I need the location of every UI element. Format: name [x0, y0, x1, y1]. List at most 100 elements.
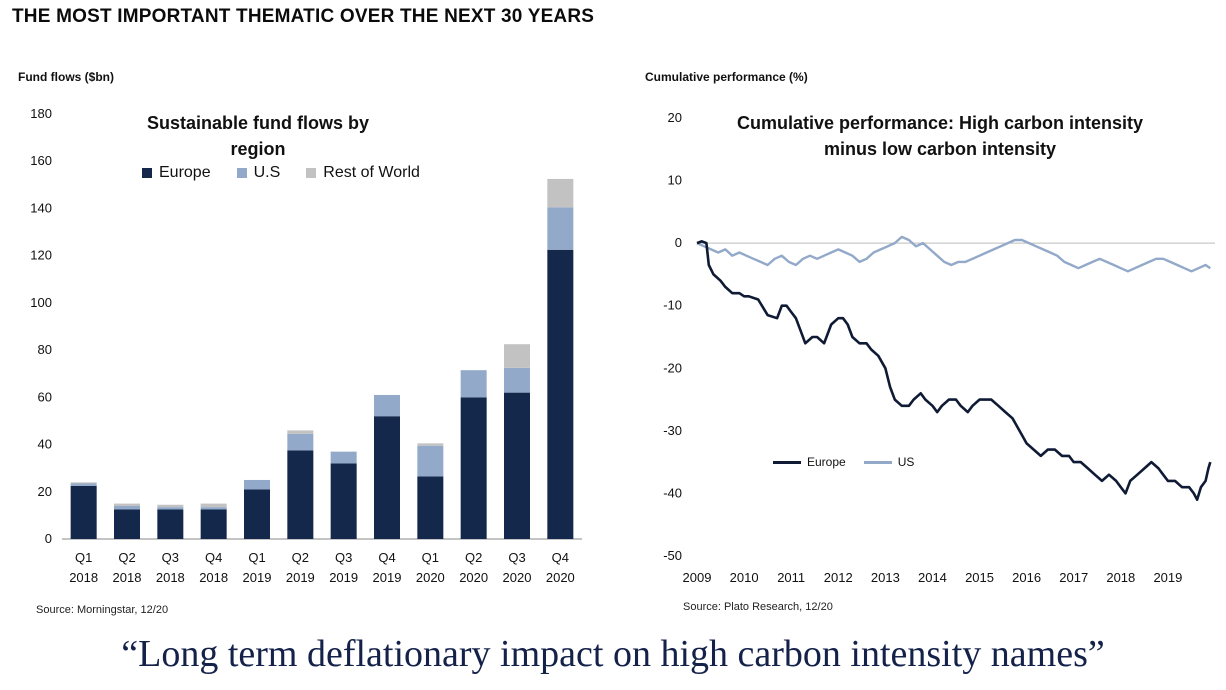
line-chart-legend: Europe US	[773, 455, 914, 469]
bar-xtick-year: 2018	[199, 570, 228, 585]
bar-ytick-label: 120	[30, 248, 52, 263]
line-xtick-label: 2017	[1059, 570, 1088, 585]
bar-xtick-quarter: Q1	[248, 550, 265, 565]
line-xtick-label: 2010	[730, 570, 759, 585]
line-xtick-label: 2013	[871, 570, 900, 585]
bar-ytick-label: 40	[38, 437, 52, 452]
line-ytick-label: -10	[663, 298, 682, 313]
bar-us-1	[114, 505, 140, 510]
legend-label-europe-line: Europe	[807, 455, 846, 469]
line-xtick-label: 2012	[824, 570, 853, 585]
left-axis-caption: Fund flows ($bn)	[18, 70, 114, 84]
bar-xtick-quarter: Q3	[162, 550, 179, 565]
legend-item-europe-line: Europe	[773, 455, 846, 469]
left-source: Source: Morningstar, 12/20	[36, 604, 169, 616]
line-xtick-label: 2011	[777, 570, 805, 585]
bar-xtick-year: 2020	[416, 570, 445, 585]
bar-europe-9	[460, 397, 487, 539]
bar-xtick-year: 2019	[243, 570, 272, 585]
bar-europe-1	[114, 509, 140, 539]
bar-europe-4	[244, 489, 270, 539]
line-ytick-label: -20	[663, 360, 682, 375]
bar-ytick-label: 100	[30, 295, 52, 310]
bar-xtick-year: 2019	[329, 570, 358, 585]
bar-xtick-year: 2019	[286, 570, 315, 585]
bar-xtick-year: 2018	[156, 570, 185, 585]
bar-xtick-year: 2020	[503, 570, 532, 585]
bar-xtick-year: 2020	[459, 570, 488, 585]
bar-us-7	[374, 394, 400, 417]
line-xtick-label: 2016	[1012, 570, 1041, 585]
bar-us-0	[70, 483, 97, 486]
bar-xtick-quarter: Q3	[335, 550, 352, 565]
bar-us-4	[244, 479, 270, 490]
bar-us-8	[417, 445, 444, 477]
legend-swatch-row	[306, 168, 317, 178]
bar-ytick-label: 160	[30, 153, 52, 168]
bar-ytick-label: 0	[45, 531, 52, 546]
bar-europe-0	[70, 485, 97, 539]
line-xtick-label: 2015	[965, 570, 994, 585]
bar-xtick-year: 2020	[546, 570, 575, 585]
bar-ytick-label: 60	[38, 389, 52, 404]
legend-label-row: Rest of World	[323, 164, 420, 181]
right-axis-caption: Cumulative performance (%)	[645, 70, 808, 84]
legend-item-europe: Europe	[142, 164, 211, 182]
line-ytick-label: 10	[668, 173, 682, 188]
line-ytick-label: 0	[675, 235, 682, 250]
bar-europe-5	[287, 450, 314, 539]
bar-row-5	[287, 430, 314, 434]
bar-xtick-quarter: Q1	[422, 550, 439, 565]
bar-europe-3	[200, 509, 227, 539]
right-source: Source: Plato Research, 12/20	[683, 601, 833, 613]
bar-us-10	[504, 367, 530, 393]
page-headline: THE MOST IMPORTANT THEMATIC OVER THE NEX…	[12, 6, 595, 27]
bar-ytick-label: 140	[30, 200, 52, 215]
bar-row-10	[504, 344, 530, 368]
line-series-europe	[696, 240, 1212, 502]
line-xtick-label: 2019	[1153, 570, 1182, 585]
bar-xtick-year: 2018	[69, 570, 98, 585]
bar-row-0	[70, 482, 97, 484]
bar-xtick-year: 2019	[373, 570, 402, 585]
bar-xtick-quarter: Q4	[378, 550, 395, 565]
bar-us-9	[460, 370, 487, 398]
legend-line-europe	[773, 460, 801, 464]
legend-line-us	[863, 460, 892, 464]
legend-item-row: Rest of World	[306, 164, 420, 182]
bar-europe-11	[547, 249, 574, 539]
bar-xtick-year: 2018	[113, 570, 142, 585]
legend-label-europe: Europe	[159, 164, 211, 181]
bar-xtick-quarter: Q1	[75, 550, 92, 565]
legend-label-us-line: US	[897, 455, 915, 469]
quote-text: “Long term deflationary impact on high c…	[121, 633, 1105, 675]
bar-us-11	[547, 207, 574, 250]
bar-xtick-quarter: Q4	[552, 550, 569, 565]
legend-swatch-europe	[142, 168, 152, 178]
line-xtick-label: 2018	[1106, 570, 1135, 585]
line-series-us	[696, 235, 1211, 273]
line-ytick-label: -50	[663, 548, 682, 563]
legend-label-us: U.S	[253, 164, 281, 181]
line-xtick-label: 2014	[918, 570, 947, 585]
bar-row-3	[200, 503, 227, 508]
bar-row-2	[157, 504, 184, 508]
bar-europe-10	[504, 392, 530, 539]
bar-xtick-quarter: Q2	[292, 550, 309, 565]
bar-europe-7	[374, 416, 400, 539]
legend-swatch-us	[236, 168, 247, 178]
legend-item-us: U.S	[236, 164, 281, 182]
bar-us-3	[200, 507, 227, 510]
bar-europe-2	[157, 509, 184, 539]
line-ytick-label: -40	[663, 485, 682, 500]
bar-ytick-label: 80	[38, 342, 52, 357]
bar-us-2	[157, 507, 184, 510]
line-chart-title-line-1: Cumulative performance: High carbon inte…	[736, 113, 1144, 133]
bar-europe-6	[330, 463, 357, 539]
bar-ytick-label: 20	[38, 484, 52, 499]
legend-item-us-line: US	[863, 455, 915, 469]
line-xtick-label: 2009	[683, 570, 712, 585]
bar-xtick-quarter: Q3	[508, 550, 525, 565]
bar-xtick-quarter: Q2	[465, 550, 482, 565]
